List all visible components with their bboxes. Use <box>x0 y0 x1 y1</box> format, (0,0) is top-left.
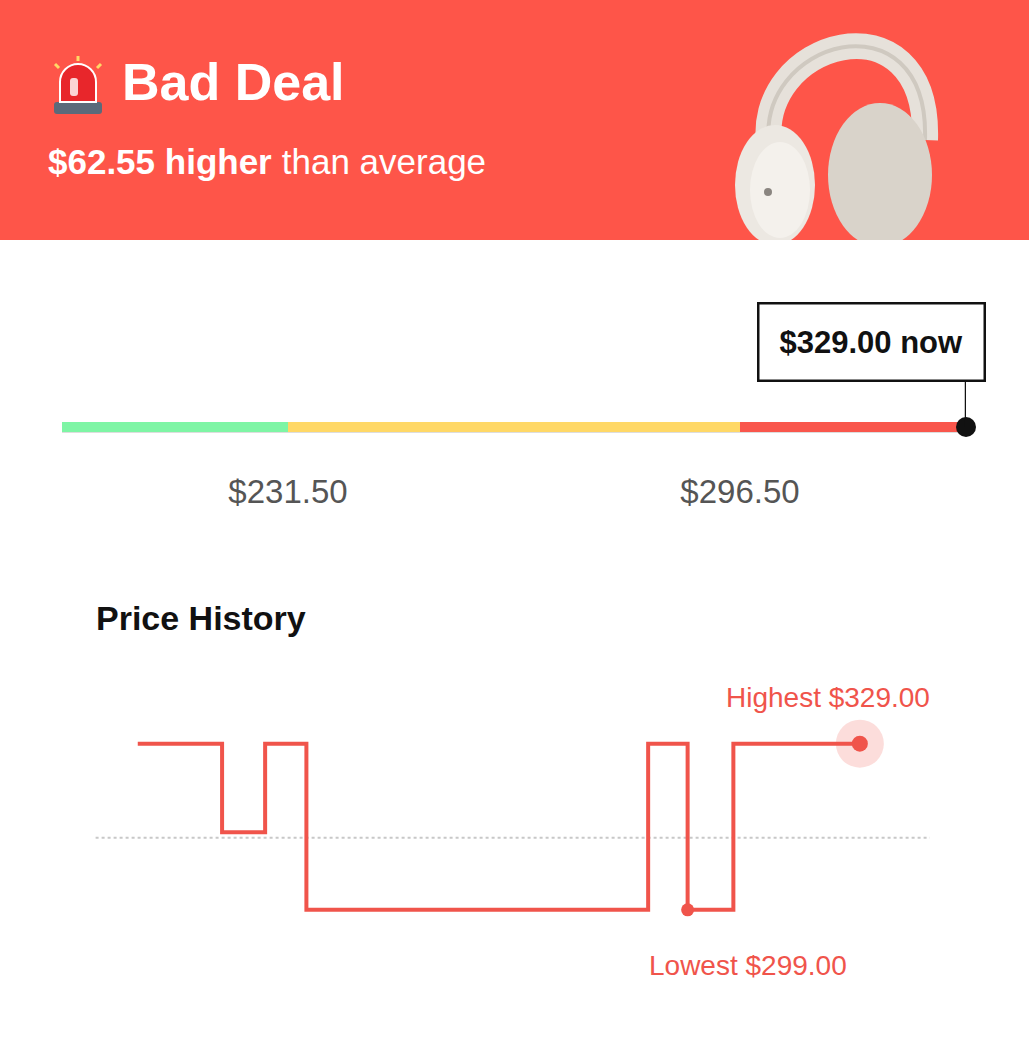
svg-text:Lowest $299.00: Lowest $299.00 <box>649 950 847 981</box>
svg-text:$231.50: $231.50 <box>228 473 347 510</box>
html-text:Bad Deal: Bad Deal <box>122 53 345 111</box>
svg-text:$296.50: $296.50 <box>680 473 799 510</box>
svg-text:Price History: Price History <box>96 599 306 637</box>
svg-text:Highest $329.00: Highest $329.00 <box>726 682 930 713</box>
svg-text:$329.00 now: $329.00 now <box>780 325 964 360</box>
html-text:$62.55 higher than average: $62.55 higher than average <box>48 142 487 181</box>
